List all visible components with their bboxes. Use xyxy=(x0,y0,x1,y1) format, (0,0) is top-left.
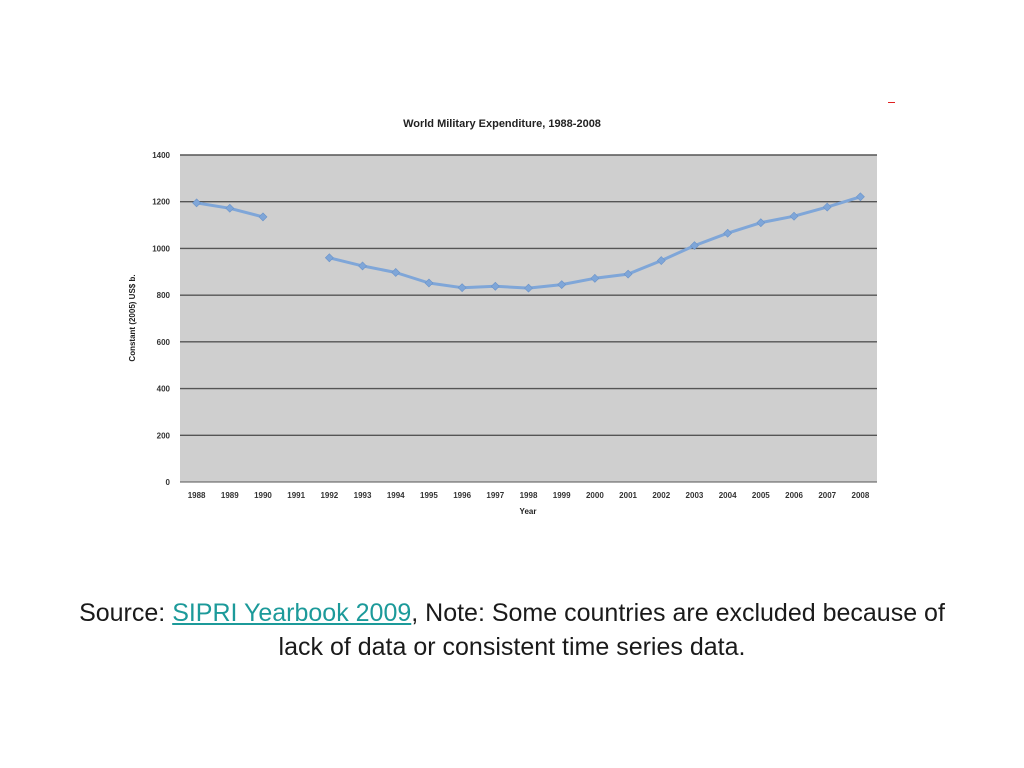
y-tick-labels: 0 200 400 600 800 1000 1200 1400 xyxy=(152,151,170,487)
y-tick-label: 600 xyxy=(157,338,171,347)
data-point xyxy=(192,198,202,208)
data-point xyxy=(623,269,633,279)
x-tick-label: 2004 xyxy=(719,491,737,500)
x-tick-label: 1991 xyxy=(287,491,305,500)
x-tick-label: 2008 xyxy=(852,491,870,500)
data-point xyxy=(789,211,799,221)
plot-background xyxy=(180,155,877,482)
y-axis-label: Constant (2005) US$ b. xyxy=(128,274,137,361)
chart-svg: World Military Expenditure, 1988-2008 0 2… xyxy=(128,118,877,516)
y-tick-label: 0 xyxy=(166,478,171,487)
x-tick-label: 1998 xyxy=(520,491,538,500)
x-tick-label: 1995 xyxy=(420,491,438,500)
x-tick-label: 2002 xyxy=(652,491,670,500)
x-tick-label: 1990 xyxy=(254,491,272,500)
data-point xyxy=(424,278,434,288)
x-tick-label: 1996 xyxy=(453,491,471,500)
x-axis-label: Year xyxy=(520,507,537,516)
data-point xyxy=(490,281,500,291)
data-point xyxy=(258,212,268,222)
gridlines xyxy=(180,154,877,483)
x-tick-label: 2000 xyxy=(586,491,604,500)
series-expenditure xyxy=(192,192,865,293)
x-tick-label: 1989 xyxy=(221,491,239,500)
source-caption: Source: SIPRI Yearbook 2009, Note: Some … xyxy=(60,596,964,664)
x-tick-label: 1994 xyxy=(387,491,405,500)
y-tick-label: 200 xyxy=(157,431,171,440)
data-point xyxy=(457,283,467,293)
data-point xyxy=(723,228,733,238)
x-tick-label: 2007 xyxy=(818,491,836,500)
data-point xyxy=(557,280,567,290)
caption-suffix: , Note: Some countries are excluded beca… xyxy=(278,599,945,661)
data-point xyxy=(391,268,401,277)
data-point xyxy=(590,273,600,283)
data-point xyxy=(855,192,865,202)
x-tick-label: 1999 xyxy=(553,491,571,500)
x-tick-label: 2006 xyxy=(785,491,803,500)
data-point xyxy=(358,261,367,271)
data-point xyxy=(524,283,533,293)
y-tick-label: 800 xyxy=(157,291,171,300)
y-tick-label: 400 xyxy=(157,385,171,394)
data-point xyxy=(656,256,666,265)
x-tick-label: 2005 xyxy=(752,491,770,500)
x-tick-label: 1997 xyxy=(486,491,504,500)
x-tick-label: 1988 xyxy=(188,491,206,500)
data-point xyxy=(822,202,832,212)
x-tick-labels: 1988 1989 1990 1991 1992 1993 1994 1995 1996 1997… xyxy=(188,491,870,500)
x-tick-label: 2001 xyxy=(619,491,637,500)
data-point xyxy=(690,241,699,251)
y-tick-label: 1000 xyxy=(152,244,170,253)
x-tick-label: 1993 xyxy=(354,491,372,500)
x-tick-label: 1992 xyxy=(320,491,338,500)
y-tick-label: 1400 xyxy=(152,151,170,160)
caption-prefix: Source: xyxy=(79,599,173,627)
sipri-yearbook-link[interactable]: SIPRI Yearbook 2009 xyxy=(172,599,412,627)
chart-title: World Military Expenditure, 1988-2008 xyxy=(403,118,601,130)
chart: World Military Expenditure, 1988-2008 0 2… xyxy=(120,110,900,530)
x-tick-label: 2003 xyxy=(686,491,704,500)
red-mark xyxy=(888,102,895,103)
data-point xyxy=(324,253,334,263)
data-point xyxy=(756,218,766,228)
y-tick-label: 1200 xyxy=(152,198,170,207)
data-point xyxy=(225,203,235,213)
